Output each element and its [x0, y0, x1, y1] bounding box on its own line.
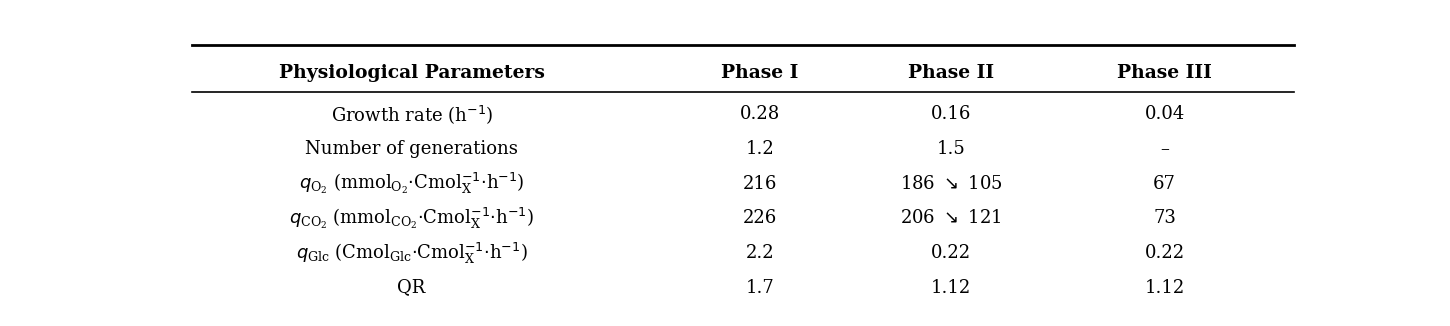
Text: 226: 226: [742, 209, 777, 227]
Text: 73: 73: [1153, 209, 1176, 227]
Text: 2.2: 2.2: [745, 244, 774, 262]
Text: Growth rate (h$^{-1}$): Growth rate (h$^{-1}$): [331, 103, 493, 126]
Text: –: –: [1160, 140, 1169, 158]
Text: 1.12: 1.12: [1144, 279, 1185, 297]
Text: $q_{\mathregular{Glc}}$ (Cmol$_{\mathregular{Glc}}$$\cdot$Cmol$_{\mathregular{X}: $q_{\mathregular{Glc}}$ (Cmol$_{\mathreg…: [296, 240, 528, 266]
Text: Physiological Parameters: Physiological Parameters: [278, 64, 545, 82]
Text: Phase III: Phase III: [1116, 64, 1212, 82]
Text: 0.22: 0.22: [931, 244, 972, 262]
Text: 206 $\searrow$ 121: 206 $\searrow$ 121: [900, 209, 1002, 227]
Text: Phase I: Phase I: [721, 64, 799, 82]
Text: $q_{\mathregular{O_2}}$ (mmol$_{\mathregular{O_2}}$$\cdot$Cmol$_{\mathregular{X}: $q_{\mathregular{O_2}}$ (mmol$_{\mathreg…: [299, 171, 525, 196]
Text: 216: 216: [742, 175, 777, 193]
Text: 0.22: 0.22: [1144, 244, 1185, 262]
Text: 0.04: 0.04: [1144, 105, 1185, 124]
Text: $q_{\mathregular{CO_2}}$ (mmol$_{\mathregular{CO_2}}$$\cdot$Cmol$_{\mathregular{: $q_{\mathregular{CO_2}}$ (mmol$_{\mathre…: [289, 206, 534, 231]
Text: 0.28: 0.28: [740, 105, 780, 124]
Text: 1.2: 1.2: [745, 140, 774, 158]
Text: 1.12: 1.12: [931, 279, 972, 297]
Text: 67: 67: [1153, 175, 1176, 193]
Text: Number of generations: Number of generations: [304, 140, 518, 158]
Text: 186 $\searrow$ 105: 186 $\searrow$ 105: [899, 175, 1002, 193]
Text: 1.5: 1.5: [937, 140, 966, 158]
Text: Phase II: Phase II: [908, 64, 995, 82]
Text: 0.16: 0.16: [931, 105, 972, 124]
Text: 1.7: 1.7: [745, 279, 774, 297]
Text: QR: QR: [397, 279, 426, 297]
